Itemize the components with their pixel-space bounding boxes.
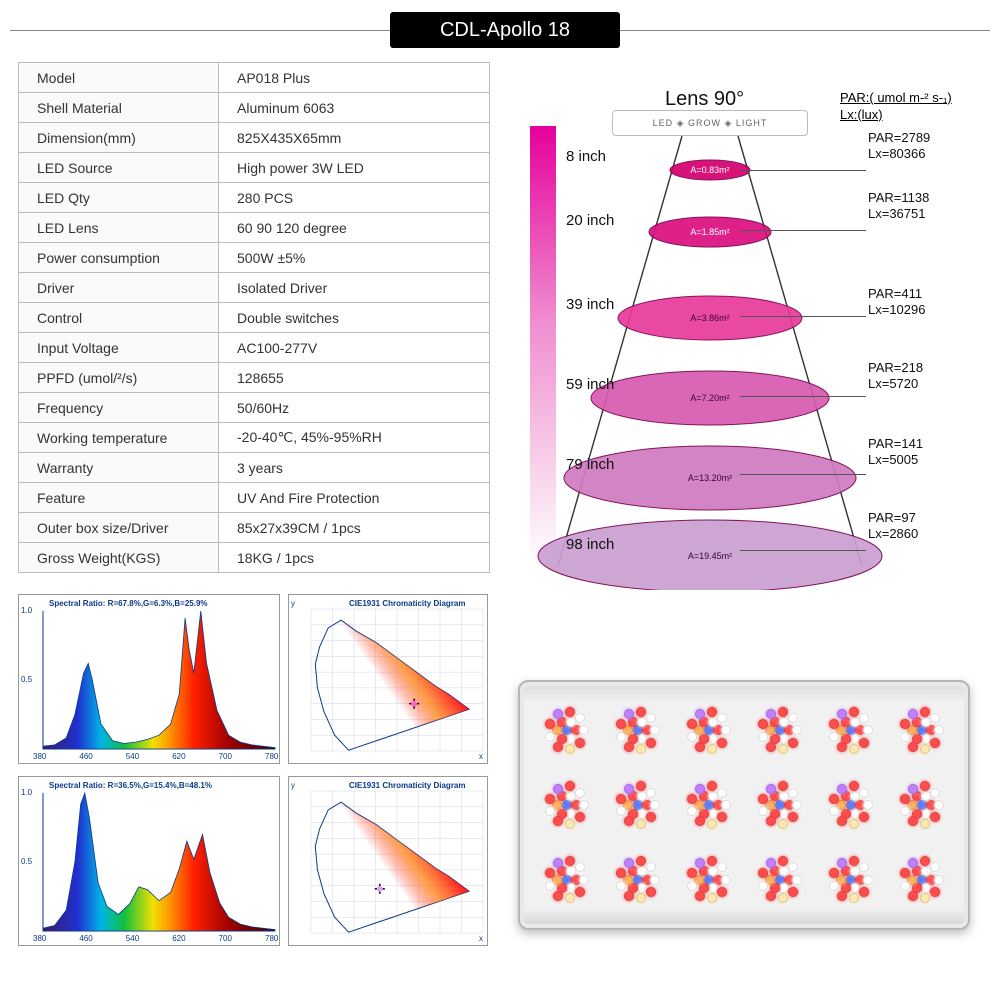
page-title: CDL-Apollo 18 [390, 12, 620, 48]
led-cluster [605, 696, 670, 765]
spec-row: Working temperature-20-40℃, 45%-95%RH [19, 423, 490, 453]
led-cluster [889, 771, 954, 840]
svg-text:A=13.20m²: A=13.20m² [688, 473, 732, 483]
led-cluster [534, 696, 599, 765]
par-reading: PAR=1138Lx=36751 [868, 190, 929, 221]
led-cluster [818, 771, 883, 840]
spec-row: Input VoltageAC100-277V [19, 333, 490, 363]
distance-label: 59 inch [566, 376, 614, 393]
led-cluster [534, 771, 599, 840]
cie-title: CIE1931 Chromaticity Diagram [349, 781, 466, 790]
spec-row: Dimension(mm)825X435X65mm [19, 123, 490, 153]
distance-label: 8 inch [566, 148, 606, 165]
spec-row: Warranty3 years [19, 453, 490, 483]
par-reading: PAR=97Lx=2860 [868, 510, 918, 541]
spec-table: ModelAP018 PlusShell MaterialAluminum 60… [18, 62, 490, 573]
spec-row: Outer box size/Driver85x27x39CM / 1pcs [19, 513, 490, 543]
par-reading: PAR=2789Lx=80366 [868, 130, 930, 161]
led-panel [518, 680, 970, 930]
par-reading: PAR=141Lx=5005 [868, 436, 923, 467]
led-cluster [889, 845, 954, 914]
spec-row: LED Lens60 90 120 degree [19, 213, 490, 243]
spec-row: Gross Weight(KGS)18KG / 1pcs [19, 543, 490, 573]
spec-row: ModelAP018 Plus [19, 63, 490, 93]
spec-row: PPFD (umol/²/s)128655 [19, 363, 490, 393]
spec-row: Shell MaterialAluminum 6063 [19, 93, 490, 123]
svg-text:A=7.20m²: A=7.20m² [690, 393, 729, 403]
cie-chart-1: CIE1931 Chromaticity Diagramyx [288, 776, 488, 946]
svg-text:A=0.83m²: A=0.83m² [690, 165, 729, 175]
led-cluster [818, 696, 883, 765]
spec-row: Frequency50/60Hz [19, 393, 490, 423]
charts-region: Spectral Ratio: R=67.8%,G=6.3%,B=25.9%1.… [18, 594, 490, 958]
led-cluster [747, 845, 812, 914]
svg-text:A=1.85m²: A=1.85m² [690, 227, 729, 237]
led-cluster [676, 696, 741, 765]
svg-text:A=19.45m²: A=19.45m² [688, 551, 732, 561]
spec-row: FeatureUV And Fire Protection [19, 483, 490, 513]
lens-diagram: Lens 90° LED ◈ GROW ◈ LIGHT PAR:( umol m… [510, 70, 990, 580]
led-cluster [676, 771, 741, 840]
led-cluster [605, 771, 670, 840]
spectral-ratio-text: Spectral Ratio: R=67.8%,G=6.3%,B=25.9% [49, 599, 208, 608]
spec-row: LED SourceHigh power 3W LED [19, 153, 490, 183]
spec-row: DriverIsolated Driver [19, 273, 490, 303]
led-cluster [676, 845, 741, 914]
spec-row: Power consumption500W ±5% [19, 243, 490, 273]
spec-row: ControlDouble switches [19, 303, 490, 333]
distance-label: 20 inch [566, 212, 614, 229]
led-cluster [747, 771, 812, 840]
led-cluster [889, 696, 954, 765]
cie-title: CIE1931 Chromaticity Diagram [349, 599, 466, 608]
spectral-chart-1: Spectral Ratio: R=36.5%,G=15.4%,B=48.1%1… [18, 776, 280, 946]
cie-chart-0: CIE1931 Chromaticity Diagramyx [288, 594, 488, 764]
led-cluster [605, 845, 670, 914]
led-cluster [818, 845, 883, 914]
spectral-chart-0: Spectral Ratio: R=67.8%,G=6.3%,B=25.9%1.… [18, 594, 280, 764]
distance-label: 98 inch [566, 536, 614, 553]
spectral-ratio-text: Spectral Ratio: R=36.5%,G=15.4%,B=48.1% [49, 781, 212, 790]
distance-label: 39 inch [566, 296, 614, 313]
svg-text:A=3.86m²: A=3.86m² [690, 313, 729, 323]
led-cluster [534, 845, 599, 914]
par-reading: PAR=218Lx=5720 [868, 360, 923, 391]
distance-label: 79 inch [566, 456, 614, 473]
par-reading: PAR=411Lx=10296 [868, 286, 925, 317]
led-cluster [747, 696, 812, 765]
spec-row: LED Qty280 PCS [19, 183, 490, 213]
